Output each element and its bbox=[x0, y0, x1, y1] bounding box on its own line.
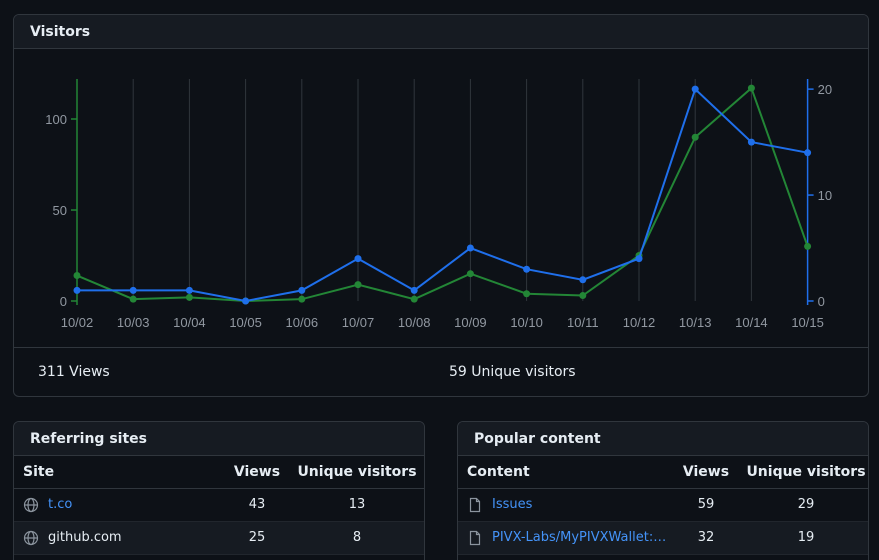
popular-row-name[interactable]: PIVX-Labs/MyPIVXWallet: Secure, Simple, … bbox=[492, 530, 667, 545]
referrers-row-name: github.com bbox=[48, 530, 122, 545]
x-axis-tick-label: 10/09 bbox=[454, 315, 487, 330]
views-point bbox=[298, 295, 306, 303]
x-axis-tick-label: 10/03 bbox=[117, 315, 150, 330]
popular-content-table: Content Views Unique visitors Issues 59 29… bbox=[458, 456, 868, 555]
left-axis-tick-label: 0 bbox=[60, 294, 67, 309]
views-point bbox=[185, 293, 193, 301]
row-unique: 8 bbox=[290, 521, 424, 555]
referring-sites-panel: Referring sites Site Views Unique visito… bbox=[13, 421, 425, 560]
column-header-views: Views bbox=[668, 456, 744, 489]
views-point bbox=[354, 281, 362, 289]
right-axis-tick-label: 10 bbox=[818, 188, 832, 203]
left-axis-tick-label: 50 bbox=[53, 203, 67, 218]
popular-row-name[interactable]: Issues bbox=[492, 497, 533, 512]
views-point bbox=[804, 242, 812, 250]
x-axis-tick-label: 10/10 bbox=[510, 315, 543, 330]
visitors-chart: 0 50 100 0 10 20 10/02 10/03 10/04 10/05 10/06 10/0… bbox=[14, 49, 868, 347]
referrers-row-name[interactable]: t.co bbox=[48, 497, 73, 512]
views-point bbox=[73, 272, 81, 280]
table-row: t.co 43 13 bbox=[14, 488, 424, 522]
unique-visitors: 59 Unique visitors bbox=[449, 364, 576, 380]
x-axis-tick-label: 10/07 bbox=[342, 315, 375, 330]
row-views: 59 bbox=[668, 488, 744, 522]
x-axis-tick-label: 10/13 bbox=[679, 315, 712, 330]
column-header-site: Site bbox=[14, 456, 224, 489]
views-point bbox=[523, 290, 531, 298]
views-point bbox=[410, 295, 418, 303]
referring-sites-table: Site Views Unique visitors t.co 43 13 githu… bbox=[14, 456, 424, 555]
column-header-unique: Unique visitors bbox=[290, 456, 424, 489]
visitors-title: Visitors bbox=[14, 15, 868, 49]
column-header-unique: Unique visitors bbox=[744, 456, 868, 489]
views-point bbox=[466, 270, 474, 278]
x-axis-tick-label: 10/08 bbox=[398, 315, 431, 330]
unique-visitors-point bbox=[466, 244, 474, 252]
referring-sites-title: Referring sites bbox=[14, 422, 424, 456]
table-row: Issues 59 29 bbox=[458, 488, 868, 522]
x-axis-tick-label: 10/14 bbox=[735, 315, 768, 330]
column-header-views: Views bbox=[224, 456, 290, 489]
visitors-stats: 311 Views 59 Unique visitors bbox=[14, 347, 868, 396]
views-point bbox=[129, 295, 137, 303]
views-point bbox=[579, 292, 587, 300]
row-views: 43 bbox=[224, 488, 290, 522]
globe-icon bbox=[23, 497, 39, 513]
globe-icon bbox=[23, 530, 39, 546]
views-point bbox=[691, 133, 699, 141]
right-axis-tick-label: 20 bbox=[818, 82, 832, 97]
row-views: 25 bbox=[224, 521, 290, 555]
x-axis-tick-label: 10/15 bbox=[791, 315, 824, 330]
unique-visitors-point bbox=[354, 255, 362, 263]
file-icon bbox=[467, 530, 483, 546]
total-views: 311 Views bbox=[38, 364, 110, 380]
unique-visitors-point bbox=[410, 286, 418, 294]
row-unique: 13 bbox=[290, 488, 424, 522]
x-axis-tick-label: 10/12 bbox=[623, 315, 656, 330]
row-unique: 29 bbox=[744, 488, 868, 522]
unique-visitors-point bbox=[185, 286, 193, 294]
x-axis-tick-label: 10/05 bbox=[229, 315, 262, 330]
row-views: 32 bbox=[668, 521, 744, 555]
visitors-chart-svg: 0 50 100 0 10 20 10/02 10/03 10/04 10/05 10/06 10/0… bbox=[45, 79, 832, 330]
unique-visitors-point bbox=[73, 286, 81, 294]
unique-visitors-point bbox=[129, 286, 137, 294]
unique-visitors-point bbox=[635, 255, 643, 263]
table-row: github.com 25 8 bbox=[14, 521, 424, 555]
table-row: PIVX-Labs/MyPIVXWallet: Secure, Simple, … bbox=[458, 521, 868, 555]
file-icon bbox=[467, 497, 483, 513]
popular-content-title: Popular content bbox=[458, 422, 868, 456]
unique-visitors-point bbox=[242, 297, 250, 305]
visitors-panel: Visitors 0 50 100 0 10 20 10/02 10/03 10/04 10/05… bbox=[13, 14, 869, 397]
views-line bbox=[76, 86, 809, 303]
unique-visitors-point bbox=[579, 276, 587, 284]
left-axis-tick-label: 100 bbox=[45, 112, 67, 127]
unique-visitors-point bbox=[747, 138, 755, 146]
x-axis-tick-label: 10/02 bbox=[61, 315, 94, 330]
right-axis-tick-label: 0 bbox=[818, 294, 825, 309]
views-point bbox=[747, 84, 755, 92]
column-header-content: Content bbox=[458, 456, 668, 489]
unique-visitors-line bbox=[77, 87, 808, 303]
x-axis-tick-label: 10/06 bbox=[286, 315, 319, 330]
row-unique: 19 bbox=[744, 521, 868, 555]
x-axis-tick-label: 10/11 bbox=[567, 315, 599, 330]
popular-content-panel: Popular content Content Views Unique vis… bbox=[457, 421, 869, 560]
unique-visitors-point bbox=[298, 286, 306, 294]
x-axis-tick-label: 10/04 bbox=[173, 315, 206, 330]
unique-visitors-point bbox=[804, 149, 812, 157]
unique-visitors-point bbox=[691, 85, 699, 93]
unique-visitors-point bbox=[523, 265, 531, 273]
